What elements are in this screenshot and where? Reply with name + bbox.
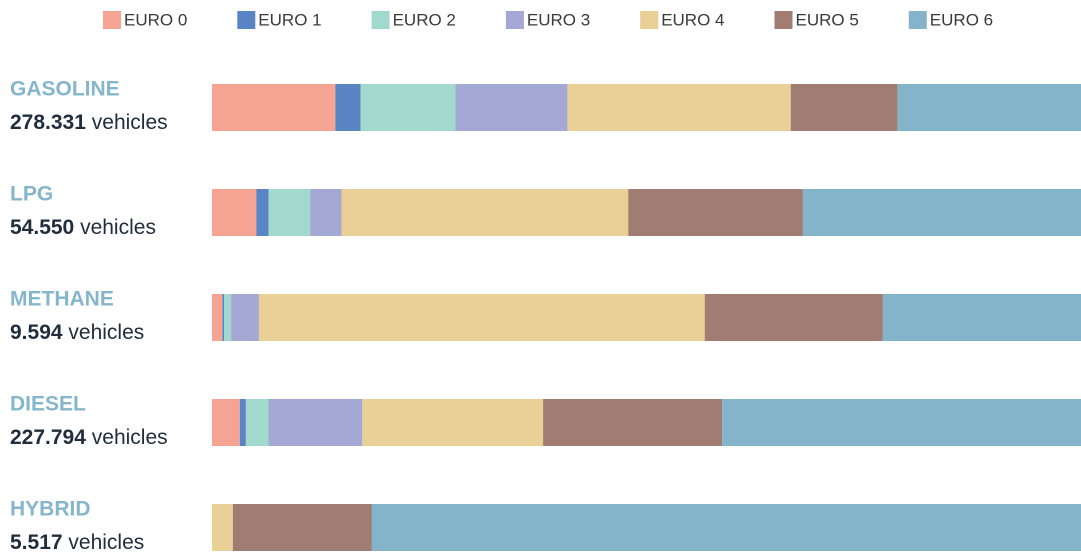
category-label: HYBRID	[10, 498, 91, 521]
bar-segment	[212, 399, 240, 446]
legend-swatch	[237, 11, 256, 29]
bar-segment	[722, 399, 1081, 446]
vehicle-count-number: 227.794	[10, 426, 86, 449]
vehicle-count: 5.517 vehicles	[10, 531, 144, 554]
legend-label: EURO 2	[393, 10, 456, 29]
bar-segment	[212, 189, 257, 236]
bar-segment	[231, 294, 259, 341]
bar-segment	[882, 294, 1081, 341]
bar-segment	[897, 84, 1081, 131]
category-label: METHANE	[10, 288, 114, 311]
legend-label: EURO 6	[930, 10, 993, 29]
bar-segment	[360, 84, 456, 131]
vehicle-count-unit: vehicles	[92, 111, 168, 134]
category-label: LPG	[10, 183, 53, 206]
category-label: DIESEL	[10, 393, 86, 416]
bar-segment	[371, 504, 1081, 551]
vehicle-count: 227.794 vehicles	[10, 426, 168, 449]
category-label: GASOLINE	[10, 78, 120, 101]
bar-segment	[543, 399, 723, 446]
vehicle-count-unit: vehicles	[80, 216, 156, 239]
vehicle-count-unit: vehicles	[92, 426, 168, 449]
vehicle-count-number: 278.331	[10, 111, 86, 134]
bar-segment	[258, 294, 705, 341]
bar-segment	[362, 399, 544, 446]
vehicle-count-unit: vehicles	[68, 531, 144, 554]
legend-swatch	[103, 11, 121, 29]
bar-segment	[212, 294, 223, 341]
vehicle-count: 54.550 vehicles	[10, 216, 156, 239]
bar-segment	[268, 189, 311, 236]
bar-segment	[790, 84, 898, 131]
bar-segment	[455, 84, 568, 131]
bar-segment	[704, 294, 883, 341]
bar-segment	[224, 294, 232, 341]
bar-segment	[335, 84, 361, 131]
bar-segment	[341, 189, 629, 236]
bar-segment	[567, 84, 791, 131]
bar-segment	[212, 504, 233, 551]
vehicle-count-number: 5.517	[10, 531, 63, 554]
vehicle-count: 278.331 vehicles	[10, 111, 168, 134]
vehicle-count-unit: vehicles	[68, 321, 144, 344]
legend-swatch	[505, 11, 524, 29]
vehicle-count: 9.594 vehicles	[10, 321, 144, 344]
bar-segment	[222, 294, 225, 341]
legend-label: EURO 5	[796, 10, 859, 29]
bar-segment	[310, 189, 342, 236]
bar-segment	[628, 189, 803, 236]
bar-segment	[239, 399, 246, 446]
vehicle-count-number: 9.594	[10, 321, 63, 344]
bar-segment	[232, 504, 372, 551]
legend-swatch	[371, 11, 390, 29]
bar-segment	[268, 399, 363, 446]
legend-label: EURO 4	[661, 10, 724, 29]
bar-segment	[802, 189, 1081, 236]
bar-segment	[245, 399, 269, 446]
legend-label: EURO 3	[527, 10, 590, 29]
legend-swatch	[774, 11, 793, 29]
legend-label: EURO 1	[258, 10, 321, 29]
bar-segment	[256, 189, 269, 236]
legend-swatch	[640, 11, 659, 29]
bar-segment	[212, 84, 336, 131]
legend-label: EURO 0	[124, 10, 187, 29]
vehicle-count-number: 54.550	[10, 216, 74, 239]
legend-swatch	[908, 11, 927, 29]
